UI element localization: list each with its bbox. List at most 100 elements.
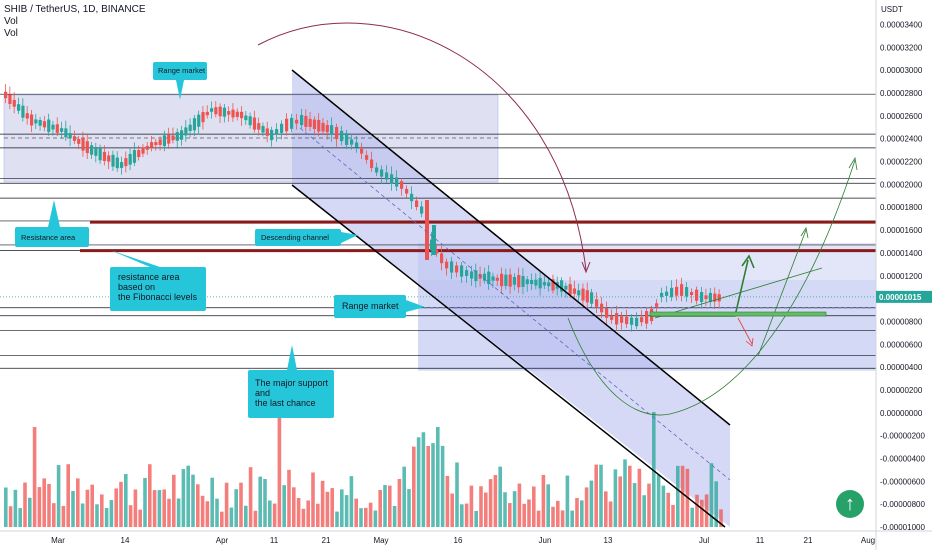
candle-body <box>572 288 577 294</box>
candle-body <box>55 124 59 133</box>
volume-bar <box>167 498 171 527</box>
annotations: Range market Resistance area Descending ch… <box>15 62 425 418</box>
candle-body <box>645 311 649 324</box>
volume-bar <box>431 443 435 527</box>
volume-bar <box>344 495 349 527</box>
candle-body <box>158 139 162 145</box>
candle-body <box>547 282 551 287</box>
volume-bar <box>296 498 301 527</box>
volume-bar <box>340 489 344 527</box>
volume-bar <box>666 492 670 527</box>
trend-line <box>654 267 823 319</box>
volume-bar <box>268 500 272 527</box>
last-price-tag <box>876 290 932 303</box>
candle-body <box>180 130 184 140</box>
candle-body <box>340 130 344 142</box>
time-tick-label: Aug <box>861 536 875 545</box>
annotation-box <box>15 227 89 247</box>
volume-bar <box>464 503 469 527</box>
volume-bar <box>661 485 666 527</box>
volume-indicator-2[interactable]: Vol <box>4 28 18 39</box>
candle-body <box>568 284 572 295</box>
candle-body <box>42 121 47 128</box>
volume-bar <box>637 468 642 527</box>
volume-bar <box>316 503 320 527</box>
volume-bar <box>95 504 99 527</box>
price-tick-label: 0.00002600 <box>880 112 923 121</box>
volume-bar <box>181 469 186 527</box>
price-tick-label: 0.00000000 <box>880 409 923 418</box>
candle-body <box>491 276 495 281</box>
price-tick-label: 0.00001800 <box>880 203 923 212</box>
candle-body <box>154 142 158 146</box>
volume-bar <box>143 477 147 527</box>
candle-body <box>615 313 619 325</box>
volume-bar <box>325 491 330 527</box>
volume-bar <box>354 498 358 527</box>
candle-body <box>330 125 334 135</box>
scroll-up-button[interactable]: ↑ <box>836 490 864 518</box>
price-tick-label: -0.00000400 <box>880 454 925 463</box>
price-tick-label: -0.00000800 <box>880 500 925 509</box>
annotation-resistance-area: Resistance area <box>15 200 89 247</box>
volume-bar <box>133 489 138 527</box>
annotation-box <box>334 295 406 318</box>
time-tick-label: Apr <box>216 536 229 545</box>
candle-body <box>455 265 459 273</box>
candle-body <box>290 117 294 129</box>
volume-bar <box>100 494 104 527</box>
volume-bar <box>66 464 70 527</box>
candle-body <box>500 273 504 287</box>
price-tick-label: 0.00003200 <box>880 43 923 52</box>
candle-body <box>275 129 279 135</box>
candle-body <box>390 174 394 184</box>
candle-body <box>470 271 474 279</box>
candle-body <box>317 119 321 132</box>
candle-body <box>680 284 684 296</box>
annotation-pointer <box>48 200 60 227</box>
candle-body <box>400 181 404 189</box>
volume-bar <box>200 495 205 527</box>
volume-bar <box>628 465 632 527</box>
candle-body <box>625 316 629 325</box>
candle-body <box>708 292 712 302</box>
candle-body <box>415 200 419 208</box>
candle-body <box>235 111 239 117</box>
price-tick-label: 0.00003000 <box>880 66 923 75</box>
volume-bar <box>690 507 694 527</box>
price-tick-label: -0.00000200 <box>880 432 925 441</box>
volume-bar <box>157 490 162 527</box>
volume-bar <box>42 478 46 527</box>
volume-bar <box>234 489 238 527</box>
volume-bar <box>287 469 291 527</box>
volume-bar <box>229 507 234 527</box>
volume-bar <box>148 464 152 527</box>
candle-body <box>620 316 624 323</box>
volume-bar <box>402 466 406 527</box>
volume-bar <box>90 484 94 527</box>
candle-body <box>395 177 399 187</box>
candle-body <box>482 273 487 281</box>
price-tick-label: 0.00002400 <box>880 135 923 144</box>
volume-bar <box>652 412 656 527</box>
volume-bar <box>575 498 579 527</box>
volume-bar <box>210 477 214 527</box>
volume-bar <box>709 463 714 527</box>
candle-body <box>192 118 197 131</box>
candle-body <box>660 292 664 298</box>
volume-bar <box>220 511 224 527</box>
volume-bar <box>47 483 51 527</box>
candle-body <box>675 286 679 296</box>
volume-indicator-1[interactable]: Vol <box>4 16 18 27</box>
candle-body <box>308 118 312 127</box>
axis-background <box>876 0 932 550</box>
volume-bar <box>186 465 190 527</box>
volume-bar <box>436 427 440 527</box>
candle-body <box>581 288 585 301</box>
candle-body <box>590 292 594 304</box>
time-tick-label: 16 <box>454 536 463 545</box>
volume-bar <box>4 487 8 527</box>
